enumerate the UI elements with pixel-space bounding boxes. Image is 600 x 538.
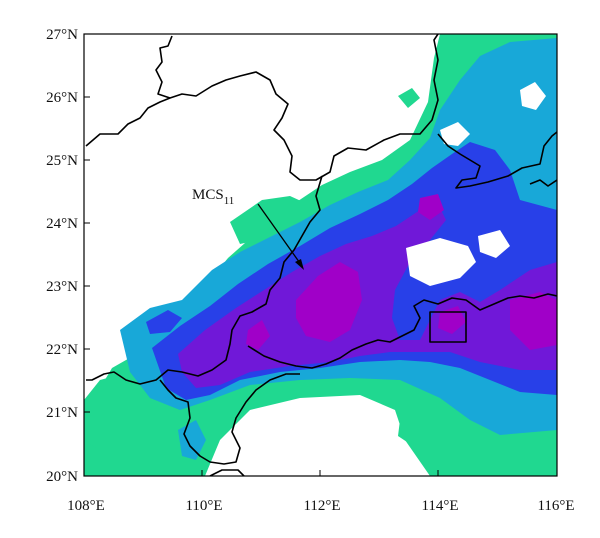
lon-label: 108°E	[67, 498, 105, 514]
province-border	[155, 34, 439, 181]
contour-level5	[296, 262, 362, 342]
contour-level5	[438, 306, 466, 334]
lat-label: 24°N	[46, 216, 78, 232]
coastline	[429, 311, 467, 343]
arrowhead-icon	[295, 259, 304, 270]
contour-level1	[398, 410, 426, 444]
contour-level1	[230, 196, 312, 244]
annotation-arrow	[257, 203, 303, 267]
gap-area	[406, 238, 476, 286]
lon-label: 116°E	[537, 498, 574, 514]
contour-level5	[418, 194, 444, 220]
gap-area	[478, 230, 510, 258]
lat-label: 21°N	[46, 405, 78, 421]
province-border	[86, 175, 323, 385]
coastline	[209, 469, 245, 476]
province-border	[85, 97, 171, 147]
gap-area	[440, 122, 470, 146]
lon-label: 114°E	[421, 498, 458, 514]
contour-level5	[246, 320, 270, 350]
province-border	[437, 131, 557, 189]
longitude-labels: 108°E 110°E 112°E 114°E 116°E	[67, 498, 574, 514]
axis-ticks	[83, 33, 558, 477]
contour-level3	[146, 310, 182, 334]
lat-label: 22°N	[46, 342, 78, 358]
lat-label: 26°N	[46, 90, 78, 106]
boundary-lines	[85, 34, 557, 476]
mcs-annotation: MCS11	[192, 187, 304, 270]
contour-level1	[84, 372, 150, 448]
annotation-subscript: 11	[224, 195, 235, 207]
latitude-labels: 27°N 26°N 25°N 24°N 23°N 22°N 21°N 20°N	[46, 27, 78, 485]
contour-level4	[178, 200, 557, 388]
contour-level5	[510, 292, 557, 350]
gap-area	[520, 82, 546, 110]
coastline	[247, 293, 557, 369]
lat-label: 20°N	[46, 469, 78, 485]
annotation-label: MCS11	[192, 187, 234, 207]
lon-label: 110°E	[185, 498, 222, 514]
province-border	[529, 179, 557, 187]
precip-contours	[84, 34, 557, 476]
lat-label: 23°N	[46, 279, 78, 295]
contour-level1	[398, 88, 420, 108]
lat-label: 27°N	[46, 27, 78, 43]
annotation-main: MCS	[192, 187, 224, 203]
coastline	[159, 373, 300, 465]
lat-label: 25°N	[46, 153, 78, 169]
lon-label: 112°E	[303, 498, 340, 514]
